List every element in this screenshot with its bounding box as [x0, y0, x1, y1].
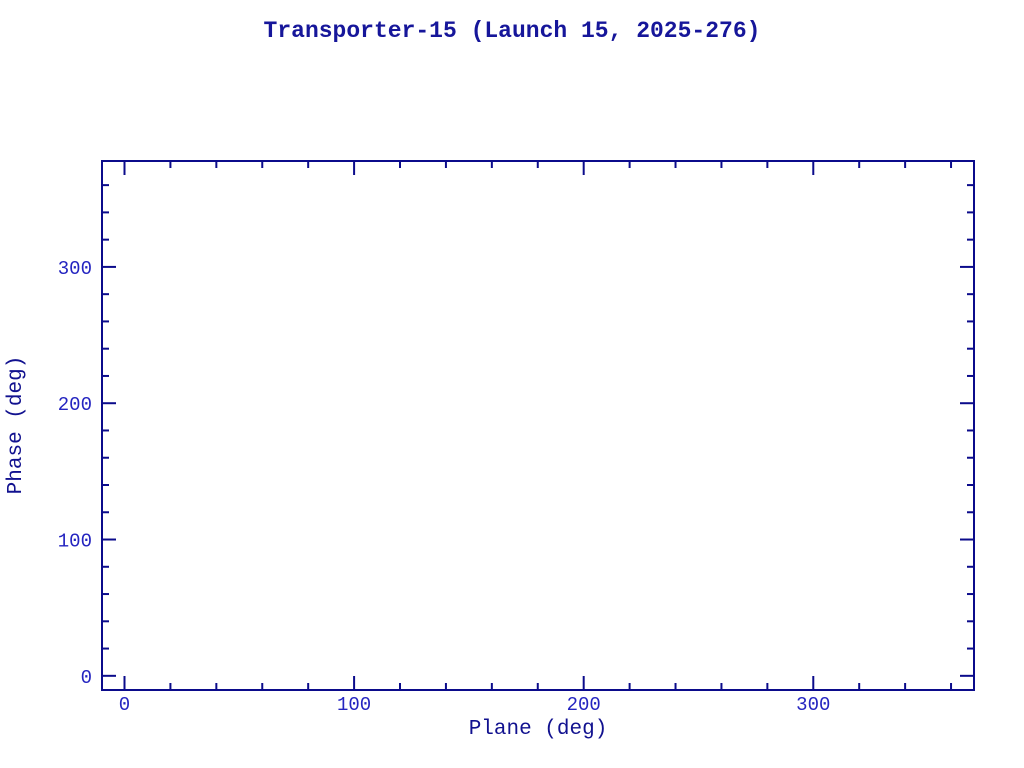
y-tick-label: 100 [58, 531, 92, 553]
plot-frame [101, 160, 975, 691]
y-tick-label: 0 [81, 667, 92, 689]
y-tick-label: 300 [58, 258, 92, 280]
x-tick-label: 0 [119, 694, 130, 716]
x-axis-label: Plane (deg) [468, 718, 608, 741]
x-tick-label: 100 [337, 694, 371, 716]
chart-title: Transporter-15 (Launch 15, 2025-276) [263, 18, 761, 44]
y-axis-label: Phase (deg) [5, 355, 28, 495]
x-tick-label: 300 [796, 694, 830, 716]
x-tick-label: 200 [567, 694, 601, 716]
y-tick-label: 200 [58, 394, 92, 416]
